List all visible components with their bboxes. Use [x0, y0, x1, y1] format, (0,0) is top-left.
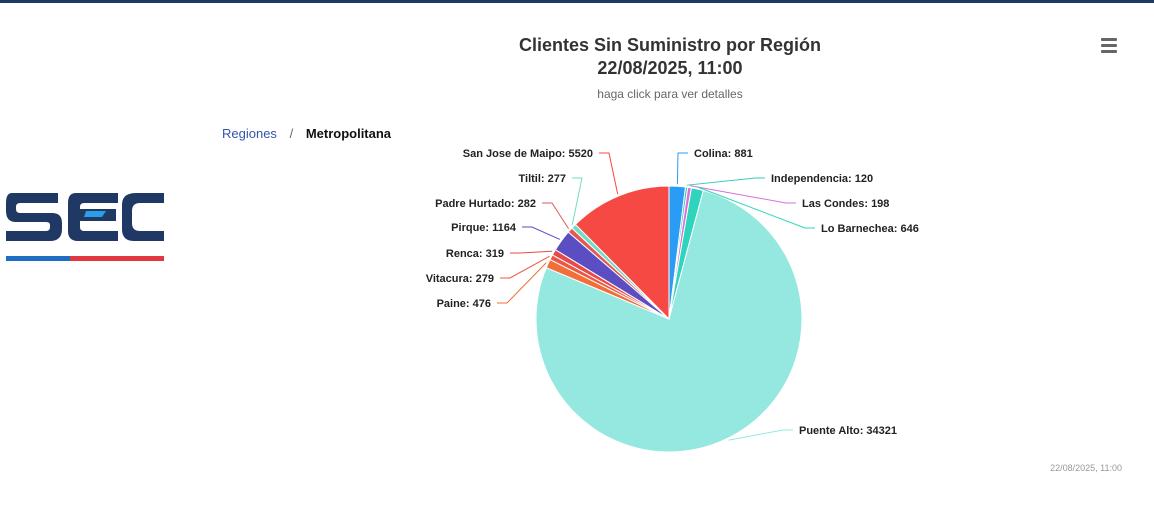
data-label: Pirque: 1164 — [451, 222, 517, 234]
data-label: Colina: 881 — [694, 148, 753, 160]
breadcrumb-regiones-link[interactable]: Regiones — [222, 126, 277, 141]
slice-connector — [510, 250, 553, 254]
data-label: Las Condes: 198 — [802, 198, 889, 210]
data-label: San Jose de Maipo: 5520 — [463, 148, 593, 160]
breadcrumb-separator: / — [289, 126, 294, 141]
slice-connector — [599, 152, 619, 195]
data-label: Tiltil: 277 — [519, 173, 566, 185]
data-label: Independencia: 120 — [771, 173, 873, 185]
chart-title-date: 22/08/2025, 11:00 — [597, 58, 743, 78]
data-label: Paine: 476 — [437, 298, 491, 310]
slice-connector — [697, 186, 815, 229]
data-label: Vitacura: 279 — [426, 273, 494, 285]
slice-connector — [542, 202, 570, 230]
slice-connector — [522, 226, 561, 240]
slice-connector — [689, 185, 796, 204]
chart-title: Clientes Sin Suministro por Región — [518, 35, 822, 55]
pie-slice[interactable] — [535, 189, 803, 453]
data-label: Padre Hurtado: 282 — [435, 198, 536, 210]
data-label: Puente Alto: 34321 — [799, 425, 897, 437]
top-accent-bar — [0, 0, 1154, 3]
breadcrumb-current: Metropolitana — [305, 126, 392, 141]
slice-connector — [500, 255, 550, 279]
slice-connector — [571, 177, 583, 225]
hamburger-menu-icon[interactable] — [1098, 38, 1120, 56]
slice-connector — [497, 262, 547, 304]
data-label: Lo Barnechea: 646 — [821, 223, 919, 235]
breadcrumb: Regiones / Metropolitana — [222, 126, 391, 141]
slice-connector — [728, 429, 793, 441]
data-label: Renca: 319 — [446, 248, 504, 260]
chart-subtitle: haga click para ver detalles — [597, 87, 743, 101]
pie-slice[interactable] — [574, 185, 670, 321]
slice-connector — [676, 152, 688, 185]
slice-connector — [686, 177, 765, 186]
sec-logo — [6, 193, 166, 270]
credits-timestamp: 22/08/2025, 11:00 — [1050, 463, 1122, 473]
